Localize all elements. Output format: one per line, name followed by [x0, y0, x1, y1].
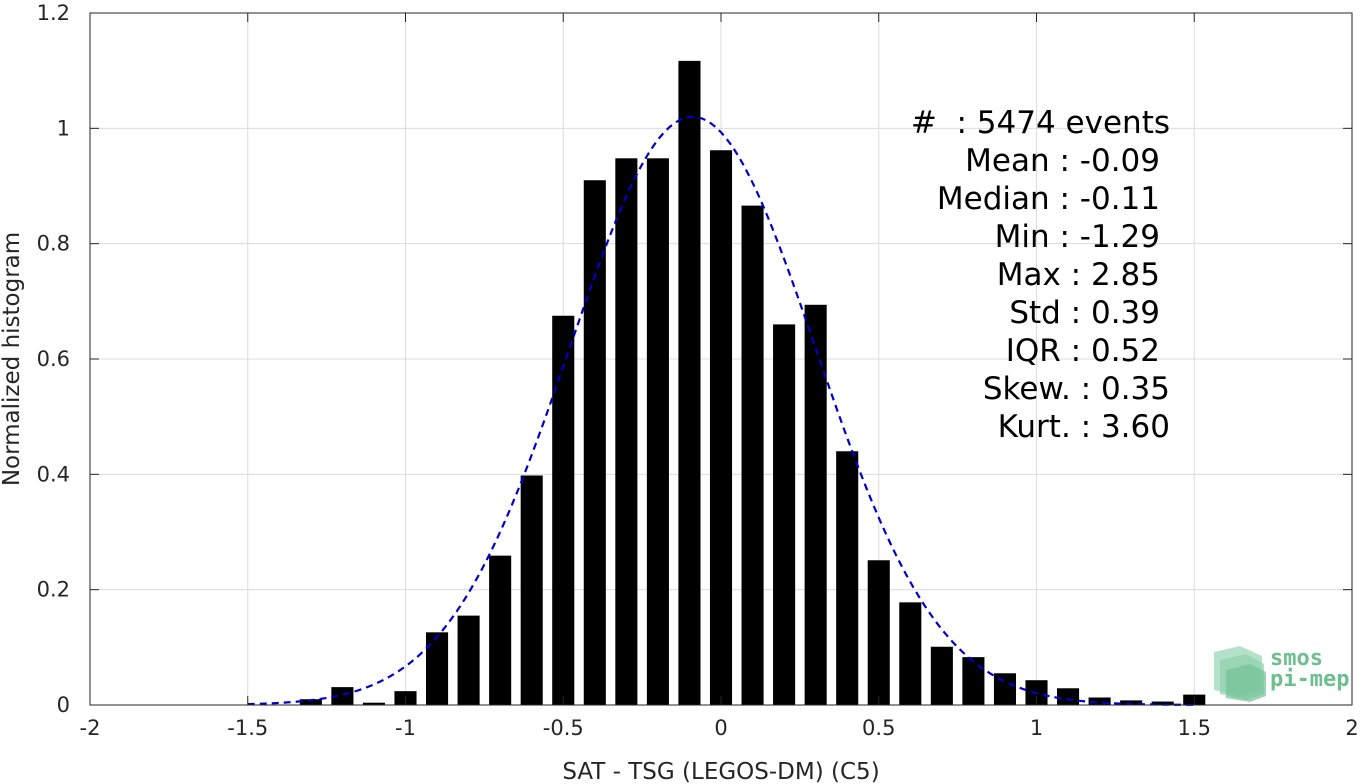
y-tick-label: 1.2 — [37, 1, 70, 25]
histogram-bar — [994, 673, 1016, 705]
stats-median: Median : -0.11 — [937, 181, 1160, 217]
stats-annotation: # : 5474 events Mean : -0.09 Median : -0… — [911, 105, 1170, 445]
histogram-bar — [458, 616, 480, 705]
histogram-bar — [899, 602, 921, 705]
x-axis-label: SAT - TSG (LEGOS-DM) (C5) — [562, 759, 879, 784]
x-tick-label: 1.5 — [1178, 716, 1211, 740]
histogram-bar — [931, 647, 953, 705]
x-tick-label: 1 — [1030, 716, 1043, 740]
stats-skew: Skew. : 0.35 — [983, 371, 1170, 407]
y-tick-label: 0 — [57, 693, 70, 717]
stats-min: Min : -1.29 — [995, 219, 1160, 255]
x-tick-label: 2 — [1345, 716, 1358, 740]
x-tick-labels: -2 -1.5 -1 -0.5 0 0.5 1 1.5 2 — [80, 716, 1359, 740]
histogram-bar — [836, 451, 858, 705]
y-axis-label: Normalized histogram — [0, 232, 25, 486]
logo-graphic — [1214, 646, 1266, 702]
stats-count: # : 5474 events — [911, 105, 1170, 141]
histogram-bar — [584, 180, 606, 705]
x-tick-label: 0 — [714, 716, 727, 740]
histogram-bar — [615, 158, 637, 705]
x-tick-label: -2 — [80, 716, 101, 740]
stats-kurt: Kurt. : 3.60 — [998, 409, 1170, 445]
histogram-bar — [868, 560, 890, 705]
histogram-bar — [426, 632, 448, 705]
y-tick-label: 0.8 — [37, 232, 70, 256]
x-tick-label: -1 — [395, 716, 416, 740]
stats-std: Std : 0.39 — [1009, 295, 1160, 331]
histogram-bar — [805, 305, 827, 705]
x-tick-label: -1.5 — [227, 716, 268, 740]
histogram-bar — [647, 158, 669, 705]
histogram-bar — [710, 150, 732, 705]
y-tick-label: 0.4 — [37, 462, 70, 486]
stats-mean: Mean : -0.09 — [965, 143, 1160, 179]
x-tick-label: -0.5 — [543, 716, 584, 740]
histogram-bar — [678, 61, 700, 705]
histogram-bar — [489, 556, 511, 705]
logo-line2: pi-mep — [1270, 667, 1349, 692]
histogram-bar — [552, 316, 574, 705]
y-tick-label: 1 — [57, 116, 70, 140]
histogram-bar — [773, 324, 795, 705]
y-tick-label: 0.6 — [37, 347, 70, 371]
smos-pimep-logo: smos pi-mep — [1214, 646, 1349, 702]
histogram-bar — [521, 475, 543, 705]
histogram-bar — [1057, 688, 1079, 705]
stats-max: Max : 2.85 — [997, 257, 1160, 293]
histogram-bar — [742, 206, 764, 705]
y-tick-label: 0.2 — [37, 578, 70, 602]
y-tick-labels: 0 0.2 0.4 0.6 0.8 1 1.2 — [37, 1, 70, 717]
histogram-bar — [962, 657, 984, 705]
stats-iqr: IQR : 0.52 — [1006, 333, 1160, 369]
x-tick-label: 0.5 — [862, 716, 895, 740]
